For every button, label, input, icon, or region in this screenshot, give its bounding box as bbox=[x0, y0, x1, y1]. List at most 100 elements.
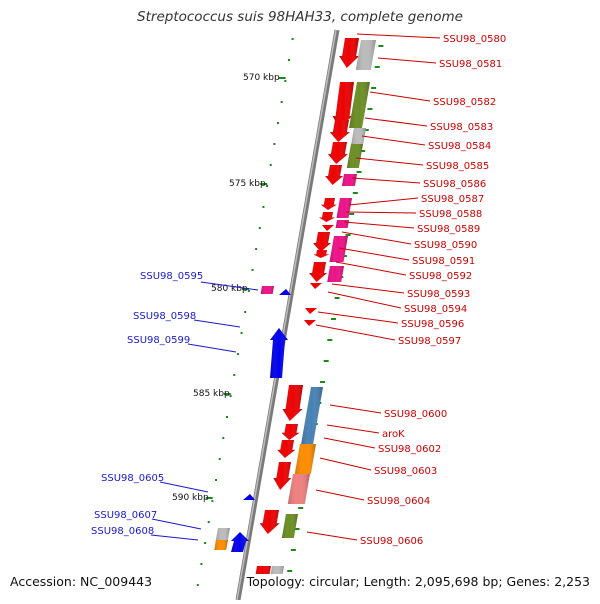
minor-tick bbox=[352, 192, 358, 194]
gene-label[interactable]: SSU98_0587 bbox=[421, 194, 484, 205]
scale-dot bbox=[211, 500, 214, 502]
gene-feature bbox=[259, 510, 280, 534]
gene-small bbox=[279, 289, 291, 295]
major-tick bbox=[223, 393, 231, 395]
leader-line bbox=[159, 481, 209, 493]
leader-line bbox=[329, 404, 382, 414]
gene-small bbox=[304, 320, 316, 326]
gene-feature bbox=[231, 532, 249, 552]
leader-line bbox=[369, 91, 431, 102]
gene-block-shade bbox=[260, 286, 274, 294]
gene-label[interactable]: SSU98_0605 bbox=[101, 473, 164, 484]
gene-label[interactable]: SSU98_0593 bbox=[407, 289, 470, 300]
scale-dot bbox=[244, 311, 247, 313]
minor-tick bbox=[371, 87, 377, 89]
gene-feature bbox=[309, 262, 328, 282]
gene-label[interactable]: SSU98_0586 bbox=[423, 179, 486, 190]
leader-line bbox=[348, 197, 419, 206]
scale-dot bbox=[269, 164, 272, 166]
gene-label[interactable]: SSU98_0584 bbox=[428, 141, 491, 152]
gene-arrow-shade bbox=[273, 462, 292, 490]
gene-block-shade bbox=[355, 40, 376, 70]
gene-label[interactable]: SSU98_0596 bbox=[401, 319, 464, 330]
minor-tick bbox=[294, 528, 300, 530]
gene-arrow-shade bbox=[319, 212, 336, 222]
gene-block-shade bbox=[346, 144, 363, 168]
gene-block bbox=[294, 444, 316, 474]
gene-label[interactable]: SSU98_0580 bbox=[443, 34, 506, 45]
gene-feature bbox=[327, 142, 348, 164]
gene-label[interactable]: SSU98_0585 bbox=[426, 161, 489, 172]
leader-line bbox=[351, 177, 421, 184]
gene-feature bbox=[313, 250, 330, 258]
minor-tick bbox=[345, 234, 351, 236]
label-leaders bbox=[150, 33, 441, 541]
gene-label[interactable]: SSU98_0602 bbox=[378, 444, 441, 455]
genome-axis bbox=[235, 29, 340, 601]
scale-dot bbox=[258, 227, 261, 229]
gene-arrow-shade bbox=[309, 262, 328, 282]
gene-block bbox=[215, 528, 230, 542]
scale-dot bbox=[284, 80, 287, 82]
gene-label[interactable]: SSU98_0590 bbox=[414, 240, 477, 251]
scale-dot bbox=[222, 437, 225, 439]
gene-label[interactable]: SSU98_0589 bbox=[417, 224, 480, 235]
gene-label[interactable]: aroK bbox=[382, 429, 405, 440]
minor-tick bbox=[327, 339, 333, 341]
gene-block bbox=[300, 387, 323, 447]
gene-label[interactable]: SSU98_0592 bbox=[409, 271, 472, 282]
gene-feature bbox=[329, 120, 350, 142]
gene-label[interactable]: SSU98_0583 bbox=[430, 122, 493, 133]
scale-dot bbox=[255, 248, 258, 250]
gene-label[interactable]: SSU98_0598 bbox=[133, 311, 196, 322]
gene-label[interactable]: SSU98_0608 bbox=[91, 526, 154, 537]
minor-tick bbox=[320, 381, 326, 383]
leader-line bbox=[361, 135, 426, 146]
kbp-label: 575 kbp bbox=[229, 179, 266, 189]
gene-label[interactable]: SSU98_0581 bbox=[439, 59, 502, 70]
leader-line bbox=[187, 343, 237, 353]
major-tick bbox=[260, 183, 268, 185]
genome-axis-highlight bbox=[236, 29, 337, 601]
gene-label[interactable]: SSU98_0607 bbox=[94, 510, 157, 521]
leader-line bbox=[200, 281, 259, 291]
minor-tick bbox=[287, 570, 293, 572]
scale-dot bbox=[236, 353, 239, 355]
gene-features bbox=[214, 38, 376, 588]
leader-line bbox=[315, 489, 365, 501]
gene-feature bbox=[281, 424, 300, 440]
gene-label[interactable]: SSU98_0588 bbox=[419, 209, 482, 220]
gene-label[interactable]: SSU98_0595 bbox=[140, 271, 203, 282]
gene-arrow-shade bbox=[282, 385, 303, 421]
gene-label[interactable]: SSU98_0599 bbox=[127, 335, 190, 346]
gene-block bbox=[336, 198, 352, 218]
kbp-label: 590 kbp bbox=[172, 493, 209, 503]
gene-label[interactable]: SSU98_0591 bbox=[412, 256, 475, 267]
gene-label[interactable]: SSU98_0597 bbox=[398, 336, 461, 347]
gene-label[interactable]: SSU98_0600 bbox=[384, 409, 447, 420]
accession-text: Accession: NC_009443 bbox=[8, 574, 155, 589]
minor-tick bbox=[323, 360, 329, 362]
gene-block-shade bbox=[335, 220, 349, 228]
gene-block-shade bbox=[329, 236, 348, 262]
gene-label[interactable]: SSU98_0582 bbox=[433, 97, 496, 108]
minor-tick bbox=[334, 297, 340, 299]
gene-block bbox=[327, 266, 344, 282]
minor-tick bbox=[356, 171, 362, 173]
scale-dot bbox=[218, 458, 221, 460]
scale-dot bbox=[273, 143, 276, 145]
gene-label[interactable]: SSU98_0603 bbox=[374, 466, 437, 477]
gene-small bbox=[322, 225, 334, 231]
leader-line bbox=[319, 457, 372, 471]
gene-label[interactable]: SSU98_0606 bbox=[360, 536, 423, 547]
map-title: Streptococcus suis 98HAH33, complete gen… bbox=[137, 9, 463, 25]
genome-summary-text: Topology: circular; Length: 2,095,698 bp… bbox=[244, 574, 592, 589]
leader-line bbox=[151, 518, 202, 530]
minor-tick bbox=[298, 507, 304, 509]
leader-line bbox=[315, 324, 396, 341]
leader-line bbox=[317, 311, 399, 324]
gene-label[interactable]: SSU98_0594 bbox=[404, 304, 467, 315]
gene-label[interactable]: SSU98_0604 bbox=[367, 496, 430, 507]
scale-dot bbox=[287, 59, 290, 61]
gene-block-shade bbox=[351, 128, 366, 144]
